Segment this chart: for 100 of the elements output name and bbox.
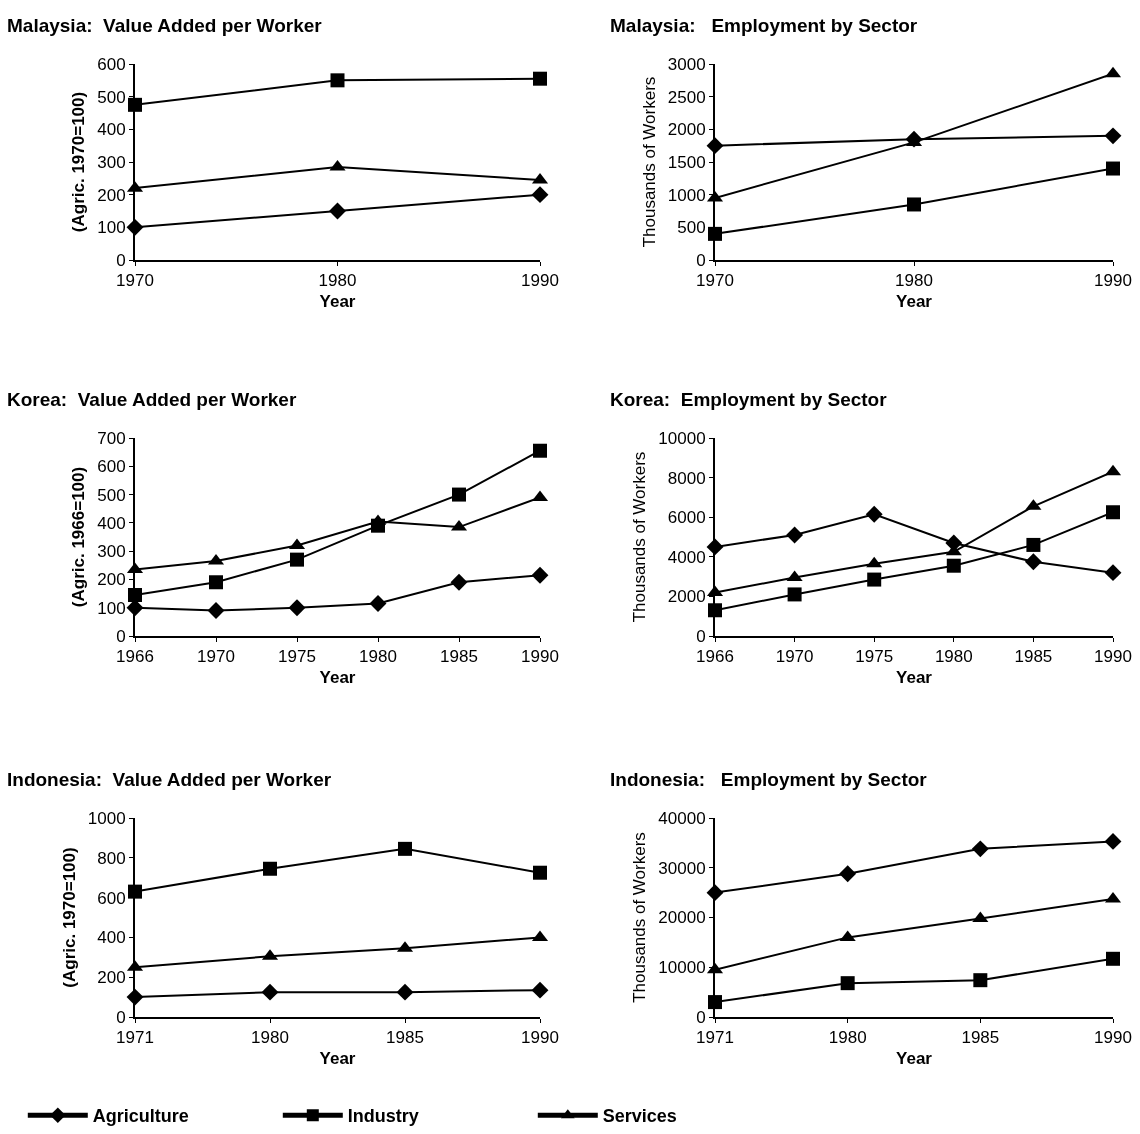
- y-tick-label: 2500: [667, 87, 706, 107]
- x-tick-label: 1990: [521, 1028, 559, 1048]
- legend-label: Industry: [347, 1106, 419, 1127]
- y-tick-label: 2000: [667, 120, 706, 140]
- x-tick-label: 1975: [278, 647, 316, 667]
- point: [450, 573, 468, 591]
- y-tick-label: 200: [97, 185, 126, 205]
- point: [452, 487, 466, 502]
- x-tick-label: 1980: [828, 1028, 867, 1048]
- point: [907, 197, 921, 212]
- x-tick-label: 1980: [895, 271, 933, 291]
- y-axis-title: Thousands of Workers: [630, 451, 650, 623]
- x-tick-label: 1980: [251, 1028, 289, 1048]
- y-axis-title: (Agric. 1970=100): [69, 91, 89, 233]
- point: [786, 570, 803, 582]
- y-axis-title: Thousands of Workers: [639, 76, 659, 248]
- y-tick-label: 500: [677, 218, 706, 238]
- point: [1024, 553, 1042, 571]
- y-axis-title: (Agric. 1970=100): [59, 847, 79, 988]
- point: [865, 505, 883, 523]
- legend-label: Services: [602, 1106, 677, 1127]
- y-tick-label: 0: [696, 250, 706, 270]
- x-tick-label: 1980: [318, 271, 357, 291]
- y-tick-label: 10000: [658, 958, 706, 978]
- x-tick-label: 1990: [521, 271, 559, 291]
- y-tick-label: 600: [97, 888, 126, 908]
- chart-title: Malaysia: Employment by Sector: [610, 15, 918, 36]
- y-tick-label: 100: [97, 598, 126, 618]
- point: [946, 558, 961, 573]
- point: [531, 566, 549, 584]
- x-tick-label: 1970: [197, 647, 235, 667]
- x-axis-title: Year: [896, 668, 933, 688]
- y-tick-label: 3000: [667, 54, 706, 74]
- x-axis-title: Year: [319, 1049, 356, 1069]
- x-tick-label: 1970: [775, 647, 814, 667]
- y-tick-label: 1000: [667, 185, 706, 205]
- y-axis-title: (Agric. 1966=100): [69, 466, 89, 608]
- x-axis-title: Year: [319, 668, 356, 688]
- x-tick-label: 1985: [1014, 647, 1053, 667]
- y-tick-label: 6000: [667, 508, 706, 528]
- y-tick-label: 1000: [87, 808, 126, 828]
- point: [1026, 537, 1041, 552]
- point: [840, 976, 855, 991]
- x-tick-label: 1966: [116, 647, 154, 667]
- x-tick-label: 1966: [696, 647, 734, 667]
- y-tick-label: 400: [97, 513, 126, 533]
- legend-label: Agriculture: [92, 1106, 189, 1127]
- y-tick-label: 0: [696, 626, 706, 646]
- point: [396, 983, 414, 1001]
- point: [398, 841, 412, 856]
- point: [209, 575, 223, 590]
- point: [329, 159, 346, 171]
- point: [261, 983, 279, 1001]
- x-tick-label: 1980: [934, 647, 973, 667]
- point: [973, 973, 988, 988]
- point: [533, 865, 547, 880]
- y-tick-label: 400: [97, 928, 126, 948]
- y-tick-label: 600: [97, 54, 126, 74]
- point: [207, 602, 225, 619]
- chart-title: Indonesia: Employment by Sector: [610, 769, 928, 790]
- point: [787, 587, 802, 602]
- x-tick-label: 1990: [1094, 647, 1132, 667]
- y-tick-label: 500: [97, 485, 126, 505]
- y-tick-label: 300: [97, 152, 126, 172]
- y-tick-label: 800: [97, 848, 126, 868]
- x-tick-label: 1985: [440, 647, 478, 667]
- y-tick-label: 200: [97, 570, 126, 590]
- point: [533, 71, 547, 86]
- x-axis-title: Year: [319, 292, 356, 312]
- point: [369, 595, 387, 612]
- point: [531, 981, 549, 999]
- y-tick-label: 0: [116, 1007, 126, 1027]
- x-tick-label: 1975: [855, 647, 894, 667]
- y-tick-label: 2000: [667, 587, 706, 607]
- point: [839, 865, 857, 883]
- x-tick-label: 1970: [696, 271, 734, 291]
- point: [786, 526, 804, 544]
- point: [329, 202, 346, 220]
- y-tick-label: 300: [97, 542, 126, 562]
- x-tick-label: 1970: [116, 271, 154, 291]
- point: [866, 556, 883, 568]
- y-tick-label: 0: [116, 626, 126, 646]
- point: [1106, 161, 1120, 176]
- point: [867, 572, 882, 587]
- point: [971, 840, 989, 858]
- chart-title: Korea: Employment by Sector: [610, 389, 888, 410]
- x-tick-label: 1980: [359, 647, 397, 667]
- y-tick-label: 700: [97, 428, 126, 448]
- y-axis-title: Thousands of Workers: [630, 832, 650, 1003]
- point: [1106, 951, 1120, 966]
- y-tick-label: 500: [97, 87, 126, 107]
- y-tick-label: 100: [97, 218, 126, 238]
- y-tick-label: 1500: [667, 152, 706, 172]
- point: [263, 861, 277, 876]
- y-tick-label: 40000: [658, 808, 706, 828]
- y-tick-label: 10000: [658, 428, 706, 448]
- chart-title: Korea: Value Added per Worker: [7, 389, 297, 410]
- y-tick-label: 400: [97, 120, 126, 140]
- point: [533, 443, 547, 458]
- x-tick-label: 1985: [386, 1028, 424, 1048]
